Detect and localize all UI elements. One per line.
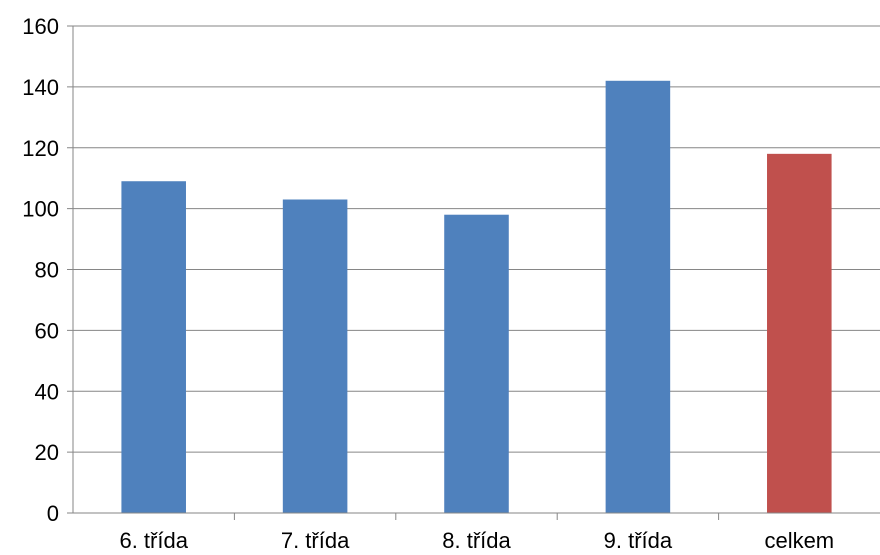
- y-tick-label: 160: [22, 14, 59, 39]
- x-tick-label: 8. třída: [442, 528, 511, 553]
- y-tick-label: 60: [35, 318, 59, 343]
- axes: [67, 25, 880, 520]
- bar: [444, 214, 509, 513]
- x-tick-label: celkem: [764, 528, 834, 553]
- y-tick-label: 40: [35, 379, 59, 404]
- y-tick-labels: 0 20 40 60 80 100 120 140 160: [22, 14, 59, 526]
- x-tick-label: 6. třída: [119, 528, 188, 553]
- bars: [121, 80, 832, 513]
- y-tick-label: 120: [22, 136, 59, 161]
- y-tick-label: 80: [35, 258, 59, 283]
- bar: [767, 153, 832, 513]
- bar: [605, 80, 671, 513]
- bar: [121, 181, 186, 513]
- bar: [282, 199, 348, 513]
- y-tick-label: 0: [47, 501, 59, 526]
- x-tick-labels: 6. třída 7. třída 8. třída 9. třída celkem: [119, 528, 834, 553]
- y-tick-label: 100: [22, 197, 59, 222]
- x-tick-label: 7. třída: [281, 528, 350, 553]
- y-tick-label: 20: [35, 440, 59, 465]
- x-tick-label: 9. třída: [604, 528, 673, 553]
- y-tick-label: 140: [22, 75, 59, 100]
